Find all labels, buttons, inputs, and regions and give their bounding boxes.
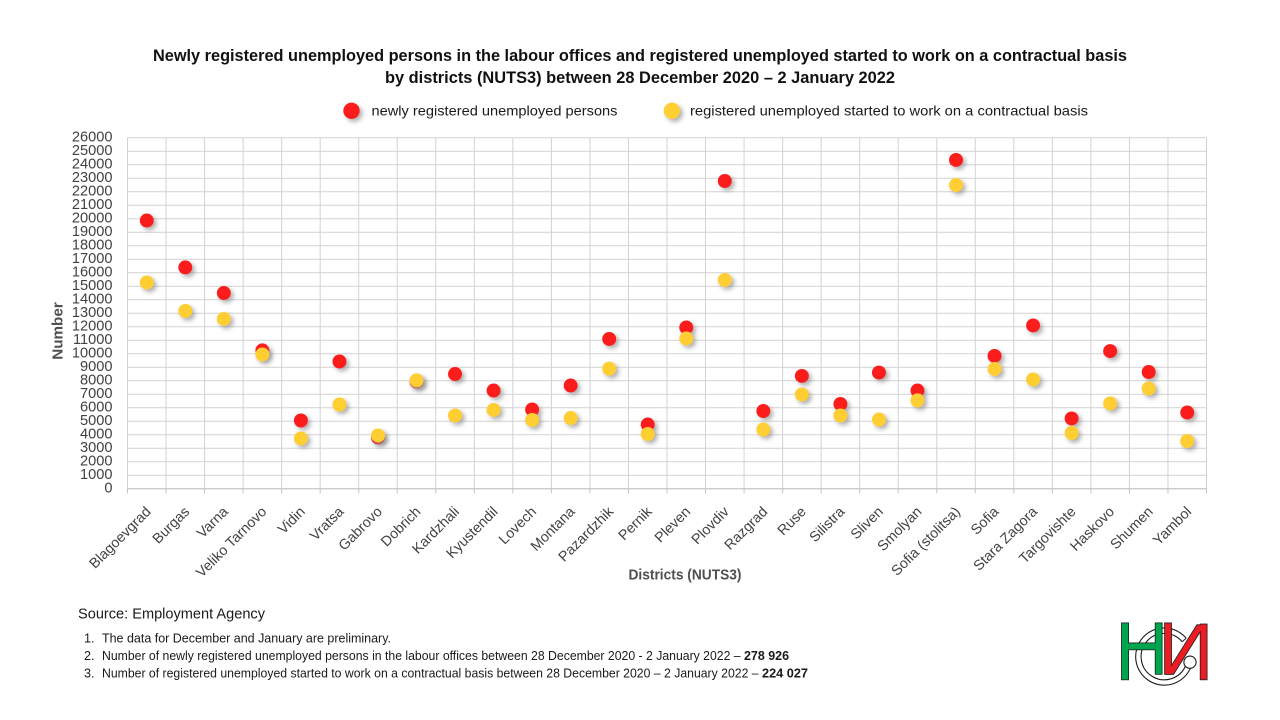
svg-text:Source: Employment Agency: Source: Employment Agency <box>78 607 266 623</box>
svg-text:25000: 25000 <box>72 143 113 159</box>
svg-text:10000: 10000 <box>72 345 113 361</box>
svg-text:registered unemployed started: registered unemployed started to work on… <box>690 104 1088 119</box>
svg-text:1.The data for December and J: 1. The data for December and January are … <box>84 632 391 646</box>
svg-text:newly registered unemployed pe: newly registered unemployed persons <box>372 104 618 119</box>
svg-text:Number: Number <box>50 302 67 360</box>
svg-text:13000: 13000 <box>72 305 113 321</box>
svg-text:11000: 11000 <box>73 332 113 348</box>
svg-text:24000: 24000 <box>72 156 113 172</box>
svg-text:1000: 1000 <box>80 467 112 483</box>
svg-text:16000: 16000 <box>72 264 113 280</box>
svg-text:22000: 22000 <box>72 183 113 199</box>
svg-text:17000: 17000 <box>72 251 113 267</box>
svg-text:0: 0 <box>104 480 112 496</box>
svg-text:18000: 18000 <box>72 237 113 253</box>
svg-text:4000: 4000 <box>80 426 112 442</box>
svg-text:2.Number of newly registered: 2. Number of newly registered unemployed … <box>84 649 789 663</box>
svg-text:Districts (NUTS3): Districts (NUTS3) <box>629 567 742 584</box>
svg-text:6000: 6000 <box>80 399 112 415</box>
svg-text:by districts (NUTS3) between 2: by districts (NUTS3) between 28 December… <box>385 69 895 87</box>
svg-text:9000: 9000 <box>80 359 112 375</box>
svg-text:7000: 7000 <box>80 386 112 402</box>
svg-text:23000: 23000 <box>72 170 113 186</box>
svg-text:3.Number of registered unempl: 3. Number of registered unemployed starte… <box>84 667 808 681</box>
svg-text:26000: 26000 <box>72 129 113 145</box>
svg-text:3000: 3000 <box>80 440 112 456</box>
svg-text:5000: 5000 <box>80 413 112 429</box>
svg-text:14000: 14000 <box>72 291 113 307</box>
svg-text:2000: 2000 <box>80 453 112 469</box>
svg-text:12000: 12000 <box>72 318 113 334</box>
svg-text:21000: 21000 <box>72 197 113 213</box>
svg-text:15000: 15000 <box>72 278 113 294</box>
svg-text:20000: 20000 <box>72 210 113 226</box>
svg-text:Newly registered unemployed pe: Newly registered unemployed persons in t… <box>153 47 1127 65</box>
svg-text:19000: 19000 <box>72 224 113 240</box>
svg-text:8000: 8000 <box>80 372 112 388</box>
